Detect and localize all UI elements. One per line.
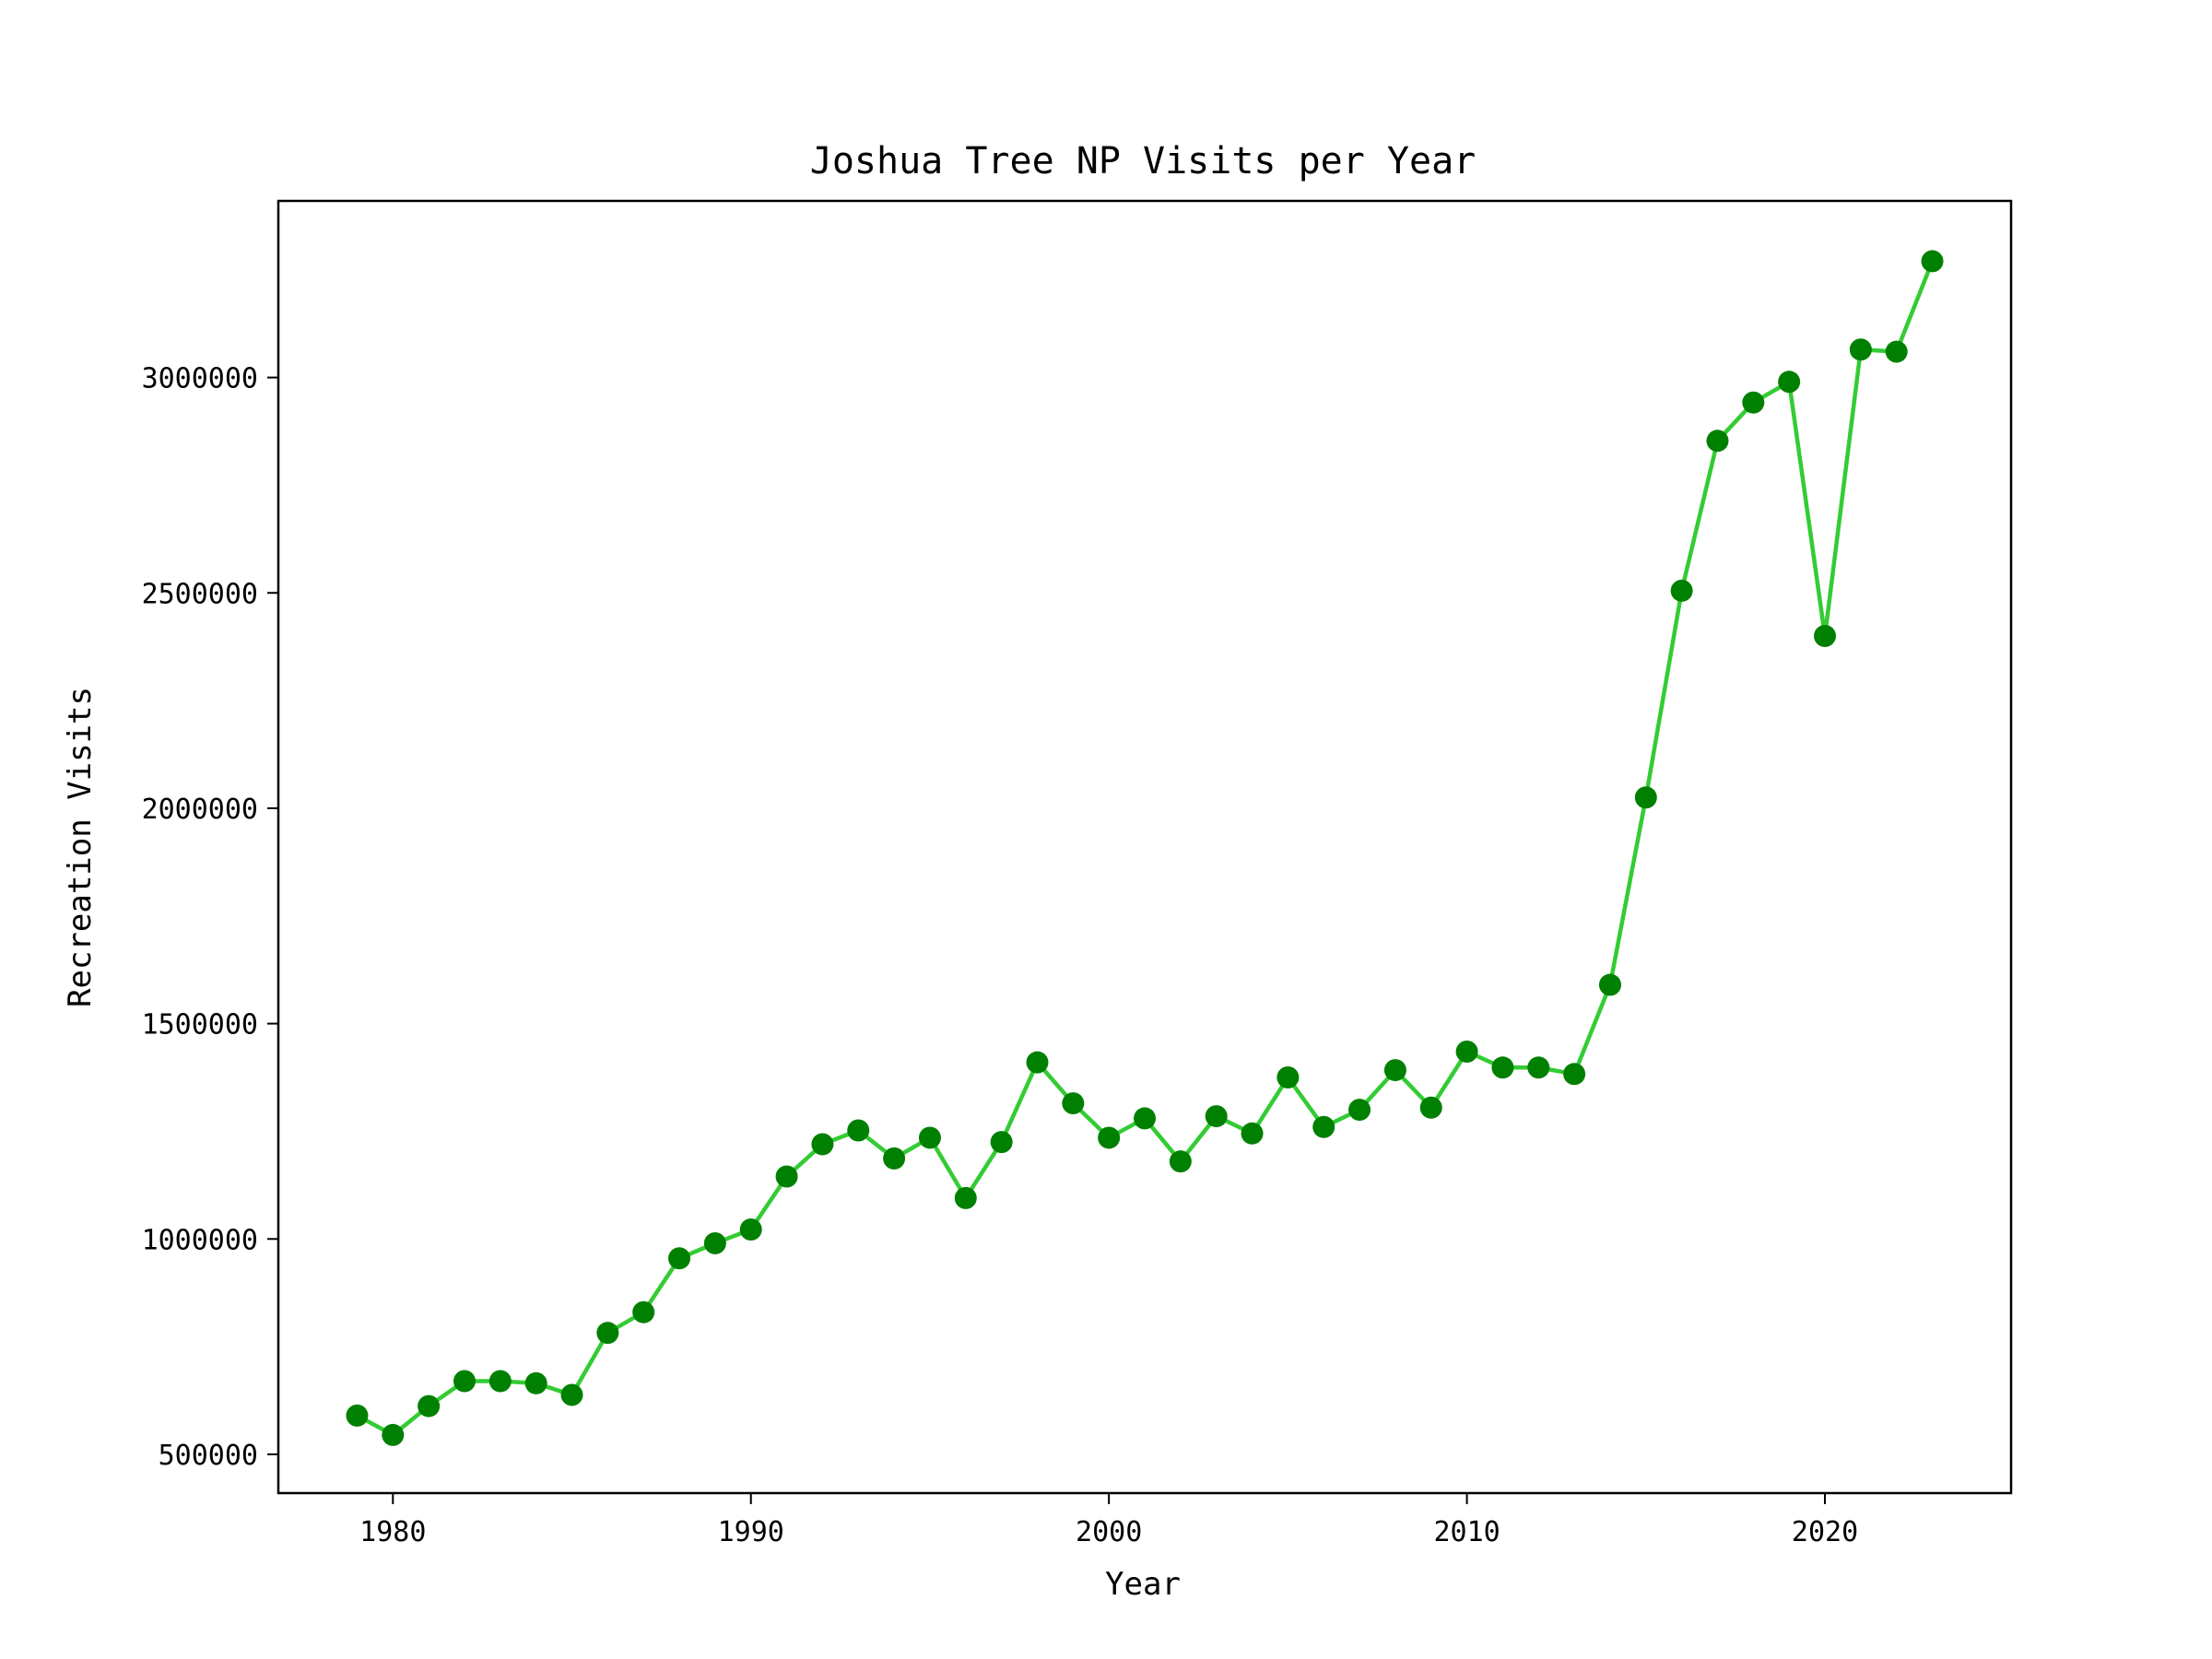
data-point <box>1706 429 1729 453</box>
data-point <box>1062 1092 1085 1115</box>
y-tick-label: 1500000 <box>142 1009 258 1041</box>
data-point <box>883 1147 906 1170</box>
data-point <box>632 1300 655 1324</box>
data-point <box>1205 1105 1228 1128</box>
data-point <box>1778 371 1801 394</box>
data-point <box>1527 1056 1550 1079</box>
data-point <box>1277 1066 1300 1089</box>
y-axis-label: Recreation Visits <box>62 687 99 1007</box>
data-point <box>1455 1040 1478 1063</box>
data-point <box>1849 338 1872 361</box>
data-point <box>1634 786 1657 809</box>
data-point <box>418 1394 441 1418</box>
data-point <box>918 1126 941 1149</box>
data-point <box>739 1218 762 1241</box>
data-point <box>346 1404 369 1427</box>
x-tick-label: 1980 <box>359 1516 426 1548</box>
x-axis-label: Year <box>1105 1566 1181 1603</box>
x-tick-label: 2010 <box>1433 1516 1500 1548</box>
data-point <box>1814 625 1837 648</box>
data-point <box>1563 1063 1586 1086</box>
data-point <box>524 1371 547 1394</box>
plot-frame <box>276 199 2013 1495</box>
data-point <box>1491 1056 1514 1079</box>
data-point <box>990 1131 1013 1154</box>
x-tick-label: 2020 <box>1792 1516 1858 1548</box>
data-point <box>1134 1107 1156 1130</box>
data-point <box>382 1423 405 1446</box>
x-axis: 1980 1990 2000 2010 2020 <box>359 1493 1858 1548</box>
y-tick-label: 2500000 <box>142 578 258 610</box>
data-point <box>954 1186 977 1209</box>
data-point <box>1169 1150 1192 1173</box>
data-point <box>703 1231 726 1254</box>
y-tick-label: 500000 <box>159 1440 258 1472</box>
data-point <box>811 1133 834 1156</box>
data-point <box>596 1322 619 1345</box>
data-point <box>668 1247 691 1270</box>
data-point <box>1348 1099 1371 1122</box>
data-point <box>453 1370 476 1393</box>
data-point <box>1921 250 1944 273</box>
series-points-group <box>346 250 1944 1446</box>
data-point <box>1670 579 1693 602</box>
data-point <box>560 1383 583 1406</box>
data-point <box>1885 340 1908 363</box>
data-point <box>1598 973 1621 996</box>
y-tick-label: 3000000 <box>142 363 258 395</box>
x-tick-label: 1990 <box>718 1516 784 1548</box>
plot-area <box>276 199 2013 1495</box>
data-point <box>1026 1051 1049 1074</box>
y-tick-label: 2000000 <box>142 794 258 826</box>
data-point <box>1383 1059 1406 1082</box>
chart-title: Joshua Tree NP Visits per Year <box>810 140 1476 182</box>
data-point <box>1742 391 1765 414</box>
data-point <box>1312 1115 1335 1138</box>
data-point <box>1098 1126 1121 1149</box>
data-point <box>488 1370 512 1393</box>
data-point <box>1241 1122 1264 1145</box>
data-point <box>847 1119 870 1142</box>
x-tick-label: 2000 <box>1076 1516 1142 1548</box>
y-tick-label: 1000000 <box>142 1224 258 1256</box>
y-axis: 500000 1000000 1500000 2000000 2500000 300000… <box>142 363 278 1472</box>
data-point <box>1419 1096 1442 1119</box>
data-point <box>775 1165 798 1188</box>
